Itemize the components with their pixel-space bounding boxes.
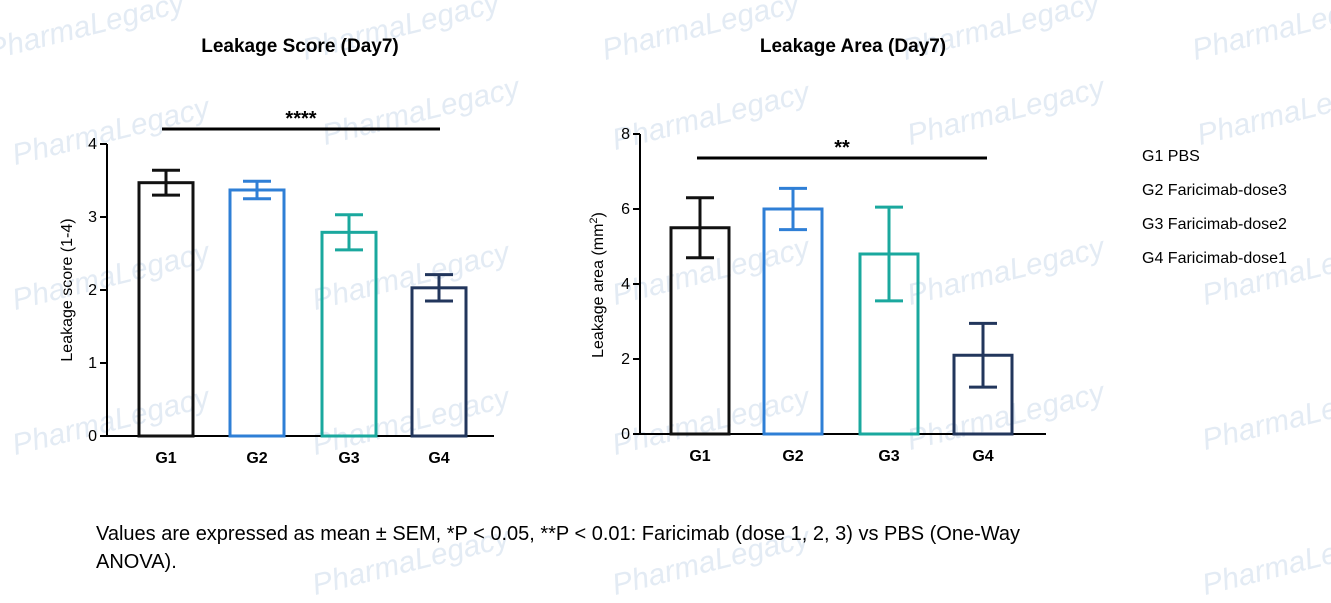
- y-tick-label: 8: [621, 126, 630, 143]
- y-axis-label: Leakage area (mm2): [588, 212, 607, 358]
- legend-item-g1: G1 PBS: [1142, 148, 1200, 165]
- y-tick-label: 3: [88, 209, 97, 226]
- x-tick-label: G4: [428, 450, 449, 467]
- footnote: Values are expressed as mean ± SEM, *P <…: [96, 523, 1021, 573]
- x-tick-label: G3: [878, 448, 899, 465]
- legend-item-g3: G3 Faricimab-dose2: [1142, 216, 1287, 233]
- y-tick-label: 2: [621, 351, 630, 368]
- significance-label: ****: [285, 108, 316, 130]
- x-tick-label: G3: [338, 450, 359, 467]
- bar-g2: [228, 188, 286, 438]
- significance-label: **: [834, 137, 850, 159]
- chart-leakage-score: Leakage Score (Day7) Leakage score (1-4)…: [59, 36, 494, 467]
- x-tick-label: G1: [155, 450, 176, 467]
- y-axis-label-text: Leakage area (mm: [590, 224, 607, 358]
- chart-title: Leakage Score (Day7): [201, 36, 399, 57]
- legend-item-g4: G4 Faricimab-dose1: [1142, 250, 1287, 267]
- y-axis-label-end: ): [590, 212, 607, 217]
- x-tick-label: G2: [246, 450, 267, 467]
- bar-g2: [762, 207, 824, 436]
- y-axis-label: Leakage score (1-4): [59, 218, 76, 361]
- y-tick-label: 0: [88, 428, 97, 445]
- y-tick-label: 4: [621, 276, 630, 293]
- bar-g4: [410, 286, 468, 438]
- bar-g1: [137, 181, 195, 438]
- chart-leakage-area: Leakage Area (Day7) Leakage area (mm2) 0…: [588, 36, 1046, 465]
- x-tick-label: G2: [782, 448, 803, 465]
- y-tick-label: 6: [621, 201, 630, 218]
- x-tick-label: G1: [689, 448, 710, 465]
- y-tick-label: 0: [621, 426, 630, 443]
- chart-title: Leakage Area (Day7): [760, 36, 946, 57]
- y-tick-label: 4: [88, 136, 97, 153]
- y-tick-label: 1: [88, 355, 97, 372]
- charts-canvas: Leakage Score (Day7) Leakage score (1-4)…: [59, 36, 1046, 467]
- y-tick-label: 2: [88, 282, 97, 299]
- bar-g3: [320, 230, 378, 438]
- x-tick-label: G4: [972, 448, 993, 465]
- y-axis-label-sup: 2: [588, 217, 600, 223]
- legend: G1 PBS G2 Faricimab-dose3 G3 Faricimab-d…: [1142, 140, 1287, 276]
- legend-item-g2: G2 Faricimab-dose3: [1142, 182, 1287, 199]
